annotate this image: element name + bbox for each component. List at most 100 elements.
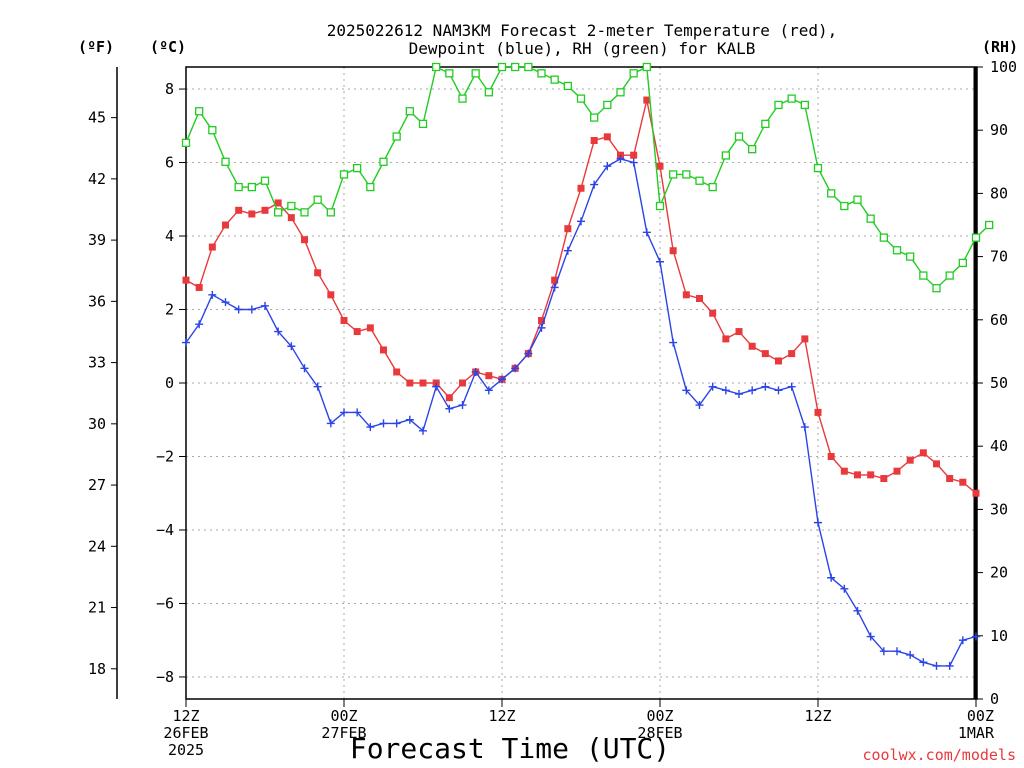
dewpoint-point [484, 386, 493, 395]
dewpoint-point [800, 423, 809, 432]
temperature-point [696, 294, 703, 302]
temperature-point [274, 199, 282, 207]
dewpoint-line [185, 158, 977, 667]
temperature-point [972, 489, 980, 497]
temperature-point [248, 210, 256, 218]
dewpoint-point [590, 180, 599, 189]
temperature-point [682, 291, 690, 299]
dewpoint-point [748, 386, 757, 395]
x-tick-label: 1MAR [958, 724, 995, 742]
temperature-point [906, 456, 914, 464]
celsius-tick-label: 6 [165, 154, 174, 172]
x-tick-label: 12Z [804, 707, 831, 725]
rh-point [708, 182, 717, 192]
dewpoint-point [445, 404, 454, 413]
dewpoint-point [563, 246, 572, 255]
celsius-tick-label: 4 [165, 227, 174, 245]
rh-point [366, 182, 375, 192]
rh-point [234, 182, 243, 192]
rh-point [734, 132, 744, 141]
temperature-point [814, 408, 822, 416]
dewpoint-point [879, 647, 888, 656]
chart-title-line-2: Dewpoint (blue), RH (green) for KALB [409, 39, 756, 58]
temperature-point [867, 471, 875, 479]
rh-point [300, 208, 309, 217]
rh-point [181, 138, 191, 147]
series-dewpoint [182, 154, 980, 670]
series-temperature [182, 96, 980, 497]
rh-point [853, 195, 862, 204]
x-tick-label: 28FEB [637, 724, 682, 742]
dewpoint-point [669, 338, 678, 347]
dewpoint-point [603, 162, 612, 171]
dewpoint-point [761, 382, 770, 391]
fahrenheit-tick-label: 21 [88, 599, 106, 617]
x-tick-label: 12Z [488, 707, 515, 725]
rh-point [576, 94, 586, 103]
dewpoint-point [945, 661, 954, 670]
dewpoint-point [432, 382, 441, 391]
dewpoint-point [840, 584, 849, 593]
rh-tick-label: 30 [990, 500, 1008, 518]
rh-point [392, 132, 401, 141]
celsius-tick-label: 2 [165, 301, 174, 319]
dewpoint-point [972, 632, 980, 641]
rh-point [274, 208, 283, 217]
temperature-point [893, 467, 901, 475]
rh-tick-label: 50 [990, 374, 1008, 392]
temperature-point [485, 372, 493, 380]
rh-point [669, 170, 678, 179]
dewpoint-point [405, 415, 414, 424]
dewpoint-point [814, 518, 822, 527]
rh-point [471, 69, 480, 78]
fahrenheit-tick-label: 30 [88, 415, 106, 433]
temperature-point [301, 236, 308, 244]
rh-point [313, 195, 322, 204]
rh-point [537, 69, 546, 78]
rh-point [590, 113, 599, 122]
rh-point [827, 189, 836, 198]
temperature-line [185, 99, 977, 494]
x-tick-label: 00Z [330, 707, 357, 725]
temperature-point [788, 350, 796, 358]
rh-point [353, 163, 362, 173]
rh-point [906, 252, 915, 261]
rh-point [985, 220, 994, 230]
rh-point [405, 107, 414, 116]
dewpoint-point [313, 382, 322, 391]
temperature-point [222, 221, 229, 229]
dewpoint-point [458, 401, 467, 410]
celsius-tick-label: 8 [165, 80, 174, 98]
rh-point [945, 271, 954, 280]
dewpoint-point [629, 158, 638, 167]
temperature-point [327, 291, 335, 299]
temperature-point [709, 309, 717, 317]
dewpoint-point [577, 217, 585, 226]
temperature-point [261, 206, 269, 214]
rh-unit-label: (RH) [982, 38, 1018, 56]
dewpoint-point [866, 632, 875, 641]
series-layer [181, 62, 994, 670]
dewpoint-point [366, 423, 375, 432]
dewpoint-point [853, 606, 862, 615]
dewpoint-point [340, 408, 348, 417]
dewpoint-point [932, 661, 941, 670]
temperature-point [630, 151, 638, 159]
rh-point [484, 88, 493, 97]
temperature-point [366, 324, 374, 332]
temperature-point [195, 283, 203, 291]
dewpoint-point [537, 323, 546, 332]
rh-point [603, 100, 612, 110]
x-tick-label: 00Z [967, 707, 994, 725]
rh-point [919, 271, 928, 280]
rh-point [379, 157, 388, 166]
rh-point [445, 69, 454, 78]
rh-tick-label: 40 [990, 437, 1008, 455]
rh-point [563, 81, 572, 91]
rh-point [958, 258, 967, 268]
dewpoint-point [827, 573, 836, 582]
celsius-tick-label: −4 [156, 521, 174, 539]
rh-tick-label: 100 [990, 58, 1017, 76]
fahrenheit-tick-label: 27 [88, 476, 106, 494]
